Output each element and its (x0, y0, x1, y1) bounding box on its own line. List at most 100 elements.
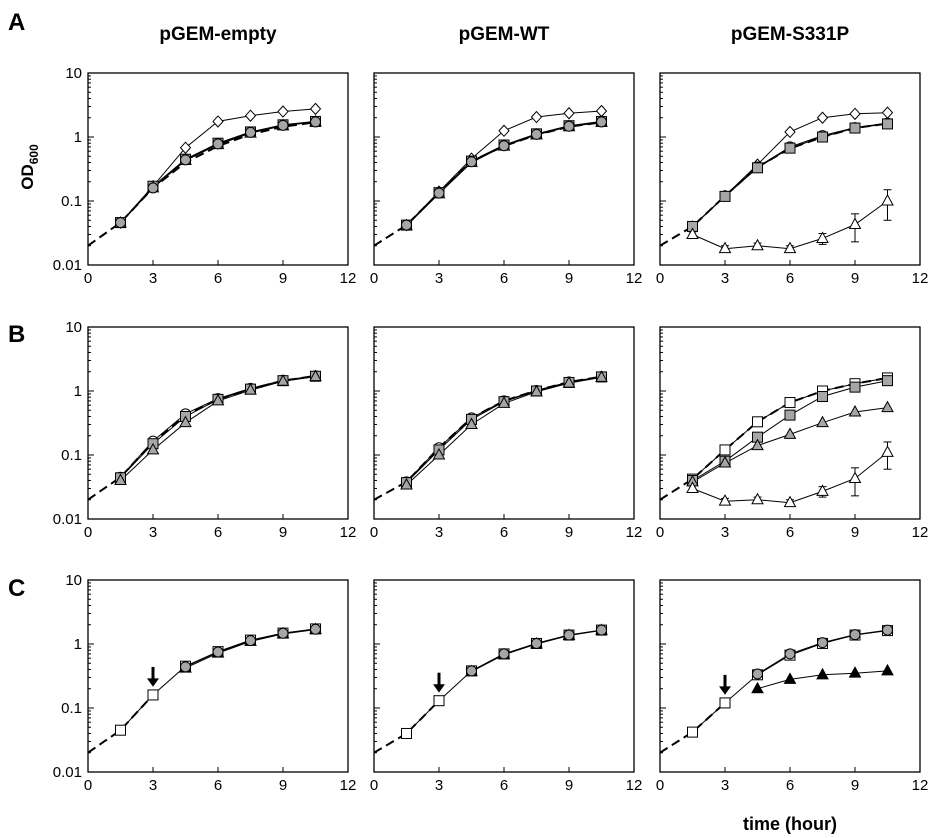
x-tick-label: 6 (500, 270, 508, 287)
series-line-square-gray (120, 120, 316, 223)
x-tick-label: 3 (721, 524, 729, 541)
marker-circle (596, 116, 607, 128)
marker-triangle (114, 473, 127, 485)
y-tick-label: 10 (65, 572, 82, 589)
marker-triangle (497, 396, 511, 408)
marker-diamond (563, 107, 575, 120)
x-tick-label: 0 (84, 524, 92, 541)
x-tick-label: 12 (340, 777, 357, 794)
marker-circle (212, 646, 224, 658)
marker-diamond (212, 115, 224, 128)
marker-triangle (816, 415, 829, 428)
arrow-head-icon (147, 678, 159, 687)
x-tick-label: 3 (721, 777, 729, 794)
x-tick-label: 9 (851, 777, 859, 794)
series-line-circle-gray (406, 121, 602, 226)
marker-diamond (849, 107, 861, 121)
x-tick-label: 9 (565, 777, 573, 794)
y-tick-label: 0.01 (53, 257, 82, 274)
marker-triangle (276, 374, 290, 386)
x-tick-label: 9 (279, 524, 287, 541)
y-tick-label: 0.01 (53, 764, 82, 781)
marker-triangle (718, 455, 732, 468)
x-tick-label: 6 (214, 524, 222, 541)
marker-circle (596, 624, 607, 636)
x-tick-label: 6 (214, 270, 222, 287)
marker-circle (277, 119, 289, 131)
x-tick-label: 3 (435, 524, 443, 541)
x-tick-label: 9 (279, 777, 287, 794)
x-tick-label: 3 (149, 270, 157, 287)
panel-b-pgem-s331p: 0 3 6 9 12 (656, 326, 928, 541)
marker-diamond (179, 141, 192, 154)
row-label-c: C (8, 575, 25, 602)
marker-triangle (816, 484, 829, 496)
plot-frame (373, 72, 635, 266)
marker-triangle (718, 494, 732, 506)
marker-diamond (595, 104, 608, 118)
plot-frame (87, 72, 349, 266)
marker-triangle (718, 241, 732, 254)
y-tick-label: 1 (74, 129, 82, 146)
x-tick-label: 0 (370, 777, 378, 794)
x-tick-label: 0 (370, 524, 378, 541)
marker-triangle (751, 492, 764, 505)
marker-square (752, 416, 763, 428)
panel-c-pgem-empty: 0.01 0.1 1 10 0 3 6 9 12 (53, 572, 357, 794)
marker-square (784, 142, 796, 154)
series-line-triangle-gray (406, 376, 602, 486)
marker-triangle (783, 672, 797, 684)
marker-square (784, 409, 796, 421)
y-axis-label: OD600 (18, 144, 41, 190)
marker-triangle (686, 481, 699, 493)
column-title-empty: pGEM-empty (159, 24, 277, 45)
x-tick-label: 3 (435, 270, 443, 287)
marker-circle (531, 637, 542, 649)
series-line-square-open (406, 629, 602, 734)
marker-circle (563, 120, 575, 132)
x-tick-label: 6 (786, 777, 794, 794)
marker-triangle (400, 477, 413, 490)
marker-diamond (244, 109, 257, 122)
y-axis-label-main: OD (18, 164, 37, 190)
marker-circle (882, 624, 893, 636)
series-line-circle-gray (471, 629, 602, 672)
marker-triangle (848, 471, 862, 483)
marker-triangle (751, 681, 764, 694)
marker-triangle (244, 383, 257, 395)
marker-square (719, 190, 731, 202)
x-tick-label: 9 (851, 524, 859, 541)
plot-frame (373, 326, 635, 520)
marker-square (882, 118, 893, 130)
marker-diamond (816, 111, 829, 124)
plot-frame (87, 326, 349, 520)
panel-b-pgem-empty: 0.01 0.1 1 10 0 3 6 9 12 (53, 319, 357, 541)
marker-diamond (881, 106, 894, 119)
marker-circle (563, 629, 575, 641)
marker-diamond (530, 110, 543, 124)
marker-circle (245, 126, 256, 138)
x-tick-label: 12 (626, 270, 643, 287)
marker-square (719, 444, 731, 456)
marker-triangle (848, 666, 862, 678)
marker-triangle (595, 370, 608, 382)
marker-triangle (146, 442, 160, 455)
x-tick-label: 0 (656, 270, 664, 287)
y-tick-label: 0.1 (61, 193, 82, 210)
y-tick-label: 0.1 (61, 447, 82, 464)
x-axis-label: time (hour) (743, 814, 837, 834)
marker-circle (752, 668, 763, 680)
marker-square (752, 162, 763, 174)
marker-circle (498, 648, 510, 660)
series-line-circle-gray (120, 121, 316, 223)
x-tick-label: 6 (786, 270, 794, 287)
marker-circle (817, 637, 828, 649)
marker-triangle (848, 217, 862, 229)
x-tick-label: 12 (340, 270, 357, 287)
x-tick-label: 12 (626, 777, 643, 794)
y-tick-label: 1 (74, 636, 82, 653)
marker-triangle (465, 417, 478, 429)
marker-diamond (784, 125, 796, 139)
series-line-triangle-black (471, 629, 602, 673)
marker-square (849, 122, 861, 134)
